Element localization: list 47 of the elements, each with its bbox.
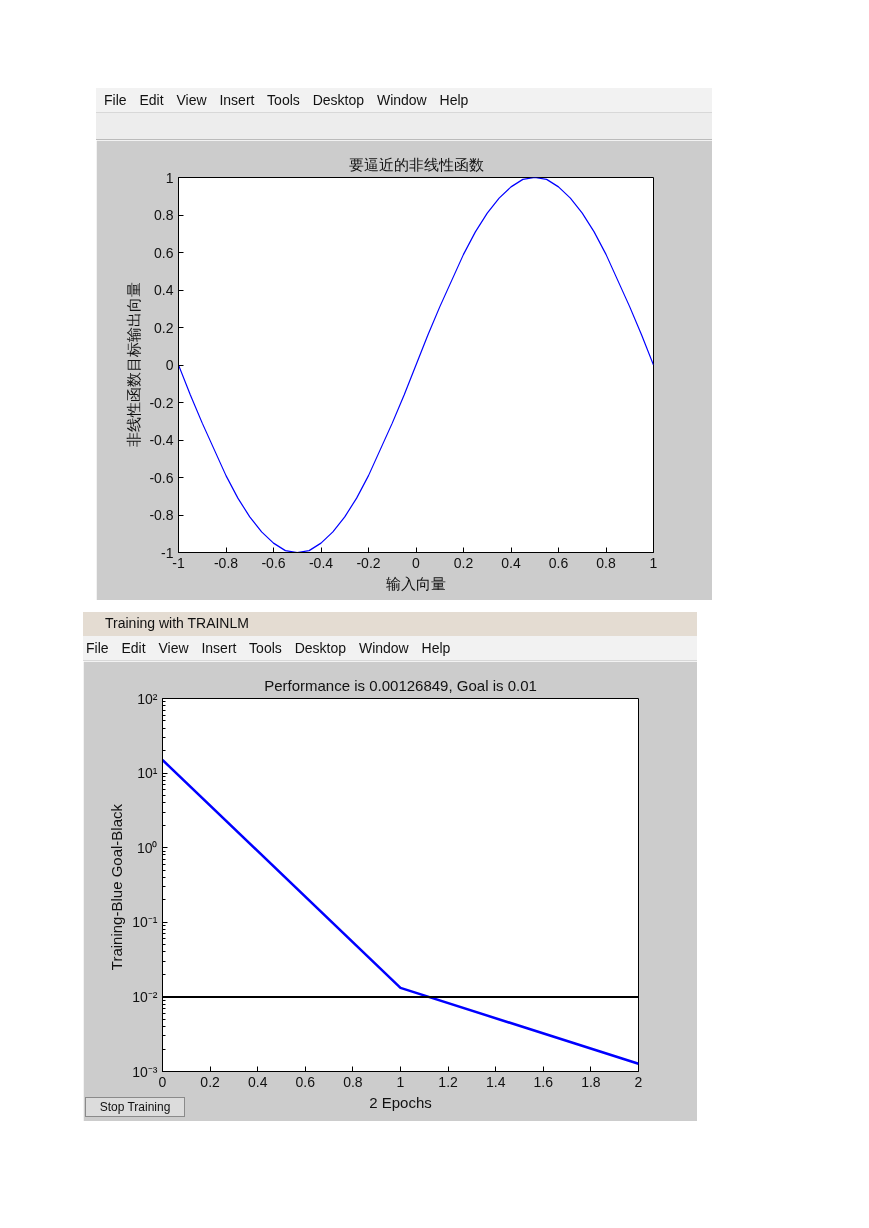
x-axis-title: 2 Epochs xyxy=(369,1093,432,1111)
y-tick-label: -0.6 xyxy=(149,469,174,486)
x-tick-label: 1.4 xyxy=(485,1073,506,1090)
x-tick-label: 0.4 xyxy=(247,1073,268,1090)
y-tick-label: -0.4 xyxy=(149,432,174,448)
x-tick-label: 1 xyxy=(396,1073,405,1090)
y-axis-title: Training-Blue Goal-Black xyxy=(108,803,126,971)
chart-title: 要逼近的非线性函数 xyxy=(348,155,484,173)
x-tick-label: -0.6 xyxy=(261,554,286,571)
y-tick-label: 10⁻² xyxy=(132,988,158,1005)
x-tick-label: 1 xyxy=(649,554,658,571)
x-tick-label: -0.8 xyxy=(213,554,239,571)
text: Stop Training xyxy=(99,1099,171,1116)
y-tick-label: -0.2 xyxy=(149,394,174,411)
y-tick-label: -0.8 xyxy=(149,507,174,523)
y-tick-label: 10⁻³ xyxy=(132,1063,158,1080)
y-tick-label: 0.4 xyxy=(154,282,174,298)
x-axis-title: 输入向量 xyxy=(386,574,446,592)
x-tick-label: 0 xyxy=(412,554,421,571)
y-tick-label: 0.6 xyxy=(154,244,174,261)
chart-title: Performance is 0.00126849, Goal is 0.01 xyxy=(264,676,537,694)
x-tick-label: 0.2 xyxy=(453,554,474,571)
x-tick-label: 0.2 xyxy=(200,1073,221,1090)
y-tick-label: 0.2 xyxy=(154,319,174,336)
y-tick-label: 0 xyxy=(165,357,174,373)
text: File Edit View Insert Tools Desktop Window Help xyxy=(104,91,469,110)
text: File Edit View Insert Tools Desktop Window Help xyxy=(86,639,451,658)
text: Training with TRAINLM xyxy=(105,614,249,633)
x-tick-label: 0.4 xyxy=(501,554,521,571)
y-tick-label: 0.8 xyxy=(154,207,174,223)
x-tick-label: 1.2 xyxy=(438,1073,459,1090)
y-tick-label: 10⁰ xyxy=(136,839,158,856)
x-tick-label: 2 xyxy=(634,1073,643,1090)
x-tick-label: -0.4 xyxy=(308,554,334,571)
y-tick-label: 10¹ xyxy=(137,765,158,782)
y-tick-label: 10⁻¹ xyxy=(132,914,158,931)
x-tick-label: 1.6 xyxy=(533,1073,554,1090)
x-tick-label: 0.6 xyxy=(548,554,569,571)
x-tick-label: 0.8 xyxy=(596,554,616,571)
y-tick-label: 10² xyxy=(137,690,158,707)
x-tick-label: -0.2 xyxy=(356,554,381,571)
y-tick-label: 1 xyxy=(165,169,174,186)
x-tick-label: 0.6 xyxy=(295,1073,316,1090)
y-axis-title: 非线性函数目标输出向量 xyxy=(125,282,143,448)
line-series xyxy=(178,177,654,553)
x-tick-label: 1.8 xyxy=(581,1073,601,1090)
x-tick-label: 0.8 xyxy=(343,1073,363,1090)
